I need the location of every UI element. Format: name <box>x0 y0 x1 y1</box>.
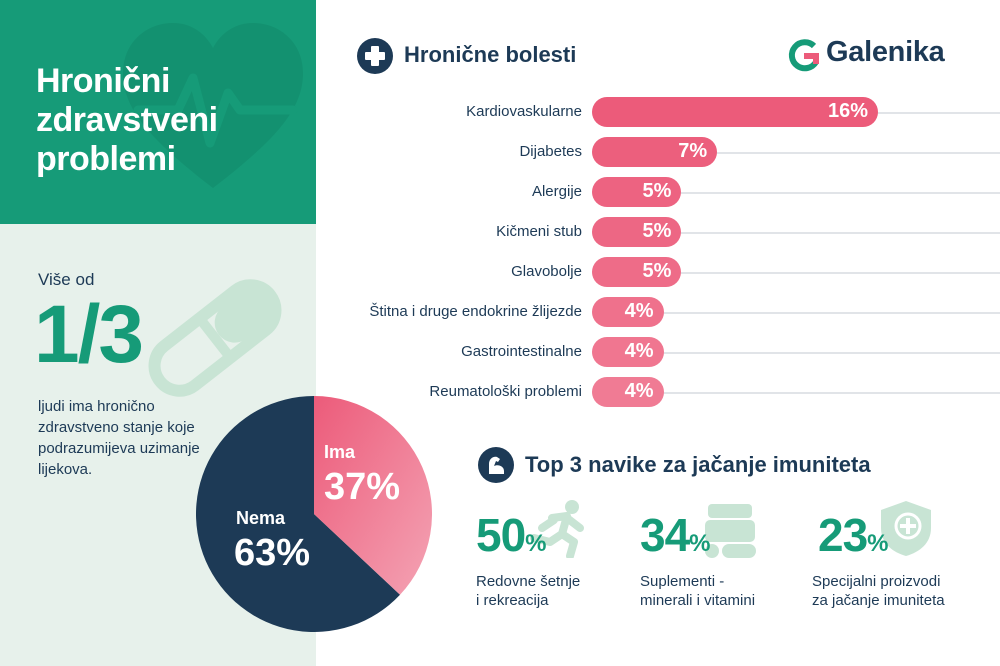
brand-name: Galenika <box>826 36 945 68</box>
pie-ima-value: 37% <box>324 466 401 508</box>
habits-section-title: Top 3 navike za jačanje imuniteta <box>525 452 871 477</box>
habit-value: 23% <box>818 509 889 561</box>
bar-category-label: Kičmeni stub <box>496 223 582 240</box>
bar <box>592 377 664 407</box>
bar-category-label: Alergije <box>531 183 582 200</box>
bar-value-label: 4% <box>624 340 654 362</box>
page-title: Hronični zdravstveni problemi <box>36 62 218 178</box>
pie-slice-nema <box>196 396 401 632</box>
running-person-icon <box>530 500 584 558</box>
flexed-arm-icon <box>478 447 514 483</box>
bar-value-label: 4% <box>624 380 654 402</box>
bar-value-label: 4% <box>624 300 654 322</box>
bar-category-label: Štitna i druge endokrine žlijezde <box>369 303 582 320</box>
stat-prefix: Više od <box>38 270 95 289</box>
bar-category-label: Dijabetes <box>519 143 582 160</box>
bar <box>592 257 682 287</box>
pie-nema-value: 63% <box>234 532 311 574</box>
bar <box>592 337 664 367</box>
bar <box>592 137 718 167</box>
bar-category-label: Gastrointestinalne <box>461 343 582 360</box>
habit-label: Suplementi - minerali i vitamini <box>640 573 756 609</box>
bar-category-label: Kardiovaskularne <box>466 103 582 120</box>
pie-chart <box>196 396 432 632</box>
left-panel: Hronični zdravstveni problemi Više od 1/… <box>0 0 316 666</box>
bar-category-label: Reumatološki problemi <box>429 383 582 400</box>
habit-value: 50% <box>476 509 547 561</box>
bar-gridline <box>592 392 1000 394</box>
bar-value-label: 5% <box>642 180 672 202</box>
bar <box>592 177 682 207</box>
bar-value-label: 5% <box>642 220 672 242</box>
bar-gridline <box>592 352 1000 354</box>
galenika-logo-icon <box>788 39 819 72</box>
pill-icon <box>148 279 282 397</box>
bar-gridline <box>592 272 1000 274</box>
bar <box>592 297 664 327</box>
title-box: Hronični zdravstveni problemi <box>0 0 316 224</box>
bar-category-label: Glavobolje <box>511 263 582 280</box>
bar-gridline <box>592 312 1000 314</box>
pills-icon <box>705 504 756 558</box>
plus-icon <box>357 38 393 74</box>
bar-value-label: 7% <box>678 140 708 162</box>
habit-label: Specijalni proizvodi za jačanje imuniteta <box>812 573 945 609</box>
habit-value: 34% <box>640 509 711 561</box>
bar <box>592 217 682 247</box>
stat-fraction: 1/3 <box>34 289 144 380</box>
chronic-section-title: Hronične bolesti <box>404 42 577 67</box>
bar-value-label: 5% <box>642 260 672 282</box>
bar <box>592 97 878 127</box>
pie-nema-label: Nema <box>236 508 286 528</box>
pie-slice-ima <box>314 396 432 595</box>
heart-pulse-icon <box>123 23 303 188</box>
pie-ima-label: Ima <box>324 442 356 462</box>
habit-label: Redovne šetnje i rekreacija <box>476 573 581 609</box>
bar-gridline <box>592 192 1000 194</box>
stat-description: ljudi ima hronično zdravstveno stanje ko… <box>38 398 200 478</box>
shield-plus-icon <box>881 501 931 556</box>
bar-gridline <box>592 232 1000 234</box>
bar-value-label: 16% <box>827 100 868 122</box>
bar-gridline <box>592 152 1000 154</box>
